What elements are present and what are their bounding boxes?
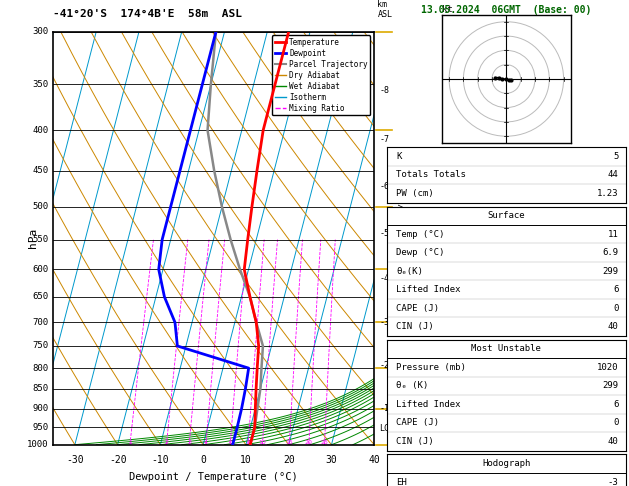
Text: 550: 550 — [33, 235, 48, 244]
Text: -2: -2 — [379, 362, 389, 370]
Text: -3: -3 — [379, 318, 389, 328]
Text: 6: 6 — [613, 400, 619, 409]
Text: CIN (J): CIN (J) — [396, 437, 434, 446]
Text: θₑ(K): θₑ(K) — [396, 267, 423, 276]
Text: 0: 0 — [200, 455, 206, 465]
Text: Pressure (mb): Pressure (mb) — [396, 363, 466, 372]
Text: -5: -5 — [379, 229, 389, 238]
Text: 1.23: 1.23 — [597, 189, 619, 198]
Text: EH: EH — [396, 478, 407, 486]
Text: PW (cm): PW (cm) — [396, 189, 434, 198]
Text: 0: 0 — [613, 304, 619, 312]
Text: 8: 8 — [246, 440, 250, 445]
Text: 3: 3 — [187, 440, 191, 445]
Text: 1020: 1020 — [597, 363, 619, 372]
Text: 11: 11 — [608, 230, 619, 239]
Text: 500: 500 — [33, 202, 48, 211]
Text: Dewpoint / Temperature (°C): Dewpoint / Temperature (°C) — [130, 471, 298, 482]
Text: -8: -8 — [379, 86, 389, 95]
Text: 299: 299 — [603, 382, 619, 390]
Text: 15: 15 — [286, 440, 293, 445]
Text: -4: -4 — [379, 274, 389, 283]
Text: θₑ (K): θₑ (K) — [396, 382, 428, 390]
Text: 44: 44 — [608, 171, 619, 179]
Text: 400: 400 — [33, 126, 48, 135]
Text: 6: 6 — [228, 440, 232, 445]
Text: -10: -10 — [152, 455, 169, 465]
Text: -3: -3 — [608, 478, 619, 486]
Text: -30: -30 — [66, 455, 84, 465]
Text: -7: -7 — [379, 135, 389, 144]
Text: 40: 40 — [608, 437, 619, 446]
Text: 350: 350 — [33, 80, 48, 89]
Text: Mixing Ratio (g/kg): Mixing Ratio (g/kg) — [399, 187, 408, 289]
Text: 850: 850 — [33, 384, 48, 394]
Text: 40: 40 — [608, 322, 619, 331]
Text: CIN (J): CIN (J) — [396, 322, 434, 331]
Text: 450: 450 — [33, 166, 48, 175]
Text: 4: 4 — [204, 440, 208, 445]
Text: Dewp (°C): Dewp (°C) — [396, 248, 445, 257]
Text: 800: 800 — [33, 364, 48, 373]
Text: 950: 950 — [33, 423, 48, 432]
Text: -41°20'S  174°4B'E  58m  ASL: -41°20'S 174°4B'E 58m ASL — [53, 9, 242, 19]
Text: 6: 6 — [613, 285, 619, 294]
Text: km
ASL: km ASL — [377, 0, 392, 19]
Text: Surface: Surface — [487, 211, 525, 220]
Text: 10: 10 — [240, 455, 252, 465]
Text: 5: 5 — [613, 152, 619, 161]
Text: Hodograph: Hodograph — [482, 459, 530, 468]
Text: 0: 0 — [613, 418, 619, 427]
Text: Most Unstable: Most Unstable — [471, 345, 542, 353]
Text: 40: 40 — [369, 455, 380, 465]
Text: 20: 20 — [305, 440, 313, 445]
Text: -20: -20 — [109, 455, 126, 465]
Text: Lifted Index: Lifted Index — [396, 400, 461, 409]
Text: 30: 30 — [326, 455, 337, 465]
Text: 13.05.2024  06GMT  (Base: 00): 13.05.2024 06GMT (Base: 00) — [421, 5, 591, 15]
Text: 10: 10 — [259, 440, 266, 445]
Text: 600: 600 — [33, 265, 48, 274]
Text: -1: -1 — [379, 403, 389, 413]
Text: CAPE (J): CAPE (J) — [396, 304, 440, 312]
Text: 300: 300 — [33, 27, 48, 36]
Text: CAPE (J): CAPE (J) — [396, 418, 440, 427]
Text: -6: -6 — [379, 183, 389, 191]
Text: hPa: hPa — [28, 228, 38, 248]
Text: 6.9: 6.9 — [603, 248, 619, 257]
Text: 700: 700 — [33, 318, 48, 327]
Text: 20: 20 — [283, 455, 294, 465]
Text: Temp (°C): Temp (°C) — [396, 230, 445, 239]
Text: 650: 650 — [33, 293, 48, 301]
Text: 25: 25 — [321, 440, 328, 445]
Text: kt: kt — [442, 5, 453, 14]
Text: 299: 299 — [603, 267, 619, 276]
Text: 2: 2 — [164, 440, 169, 445]
Text: 1000: 1000 — [27, 440, 48, 449]
Text: Totals Totals: Totals Totals — [396, 171, 466, 179]
Text: K: K — [396, 152, 402, 161]
Text: 1: 1 — [128, 440, 132, 445]
Text: Lifted Index: Lifted Index — [396, 285, 461, 294]
Legend: Temperature, Dewpoint, Parcel Trajectory, Dry Adiabat, Wet Adiabat, Isotherm, Mi: Temperature, Dewpoint, Parcel Trajectory… — [272, 35, 370, 115]
Text: LCL: LCL — [379, 424, 394, 434]
Text: 750: 750 — [33, 342, 48, 350]
Text: 900: 900 — [33, 404, 48, 413]
